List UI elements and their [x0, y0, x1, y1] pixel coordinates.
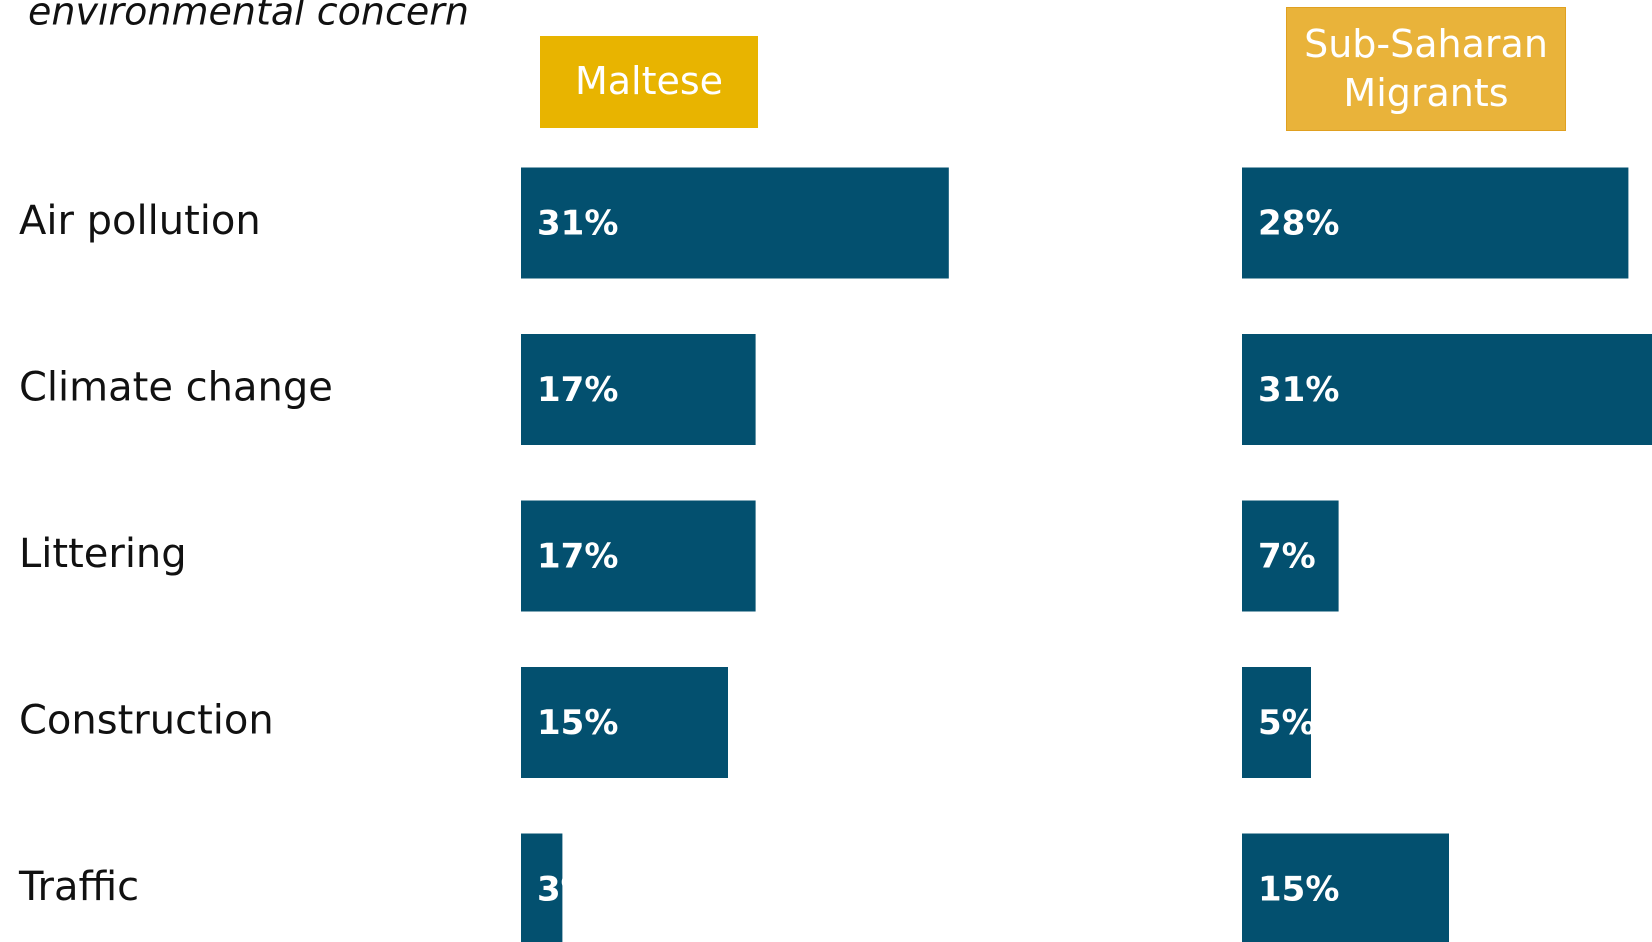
category-label: Traffic — [18, 864, 139, 910]
category-label: Construction — [19, 698, 274, 744]
category-label: Air pollution — [19, 198, 261, 244]
value-label: 15% — [537, 703, 618, 743]
bar — [1242, 667, 1311, 778]
value-label: 17% — [537, 537, 618, 577]
value-label: 3% — [537, 870, 595, 910]
category-label: Climate change — [19, 365, 333, 411]
bar — [1242, 334, 1652, 445]
bar — [521, 500, 756, 612]
value-label: 7% — [1258, 537, 1316, 577]
bar — [521, 334, 756, 445]
value-label: 28% — [1258, 204, 1339, 244]
value-label: 15% — [1258, 870, 1339, 910]
bar — [521, 667, 728, 778]
value-label: 17% — [537, 370, 618, 410]
bar — [1242, 833, 1449, 942]
bar — [521, 833, 563, 942]
chart-title: environmental concern — [28, 0, 469, 34]
value-label: 31% — [1258, 370, 1339, 410]
bar — [1242, 167, 1629, 279]
value-label: 31% — [537, 204, 618, 244]
bar — [1242, 500, 1339, 612]
category-label: Littering — [19, 531, 187, 577]
bar — [521, 167, 949, 279]
legend-box: Maltese — [540, 36, 758, 128]
value-label: 5% — [1258, 703, 1316, 743]
legend-box: Sub-Saharan Migrants — [1286, 7, 1566, 131]
